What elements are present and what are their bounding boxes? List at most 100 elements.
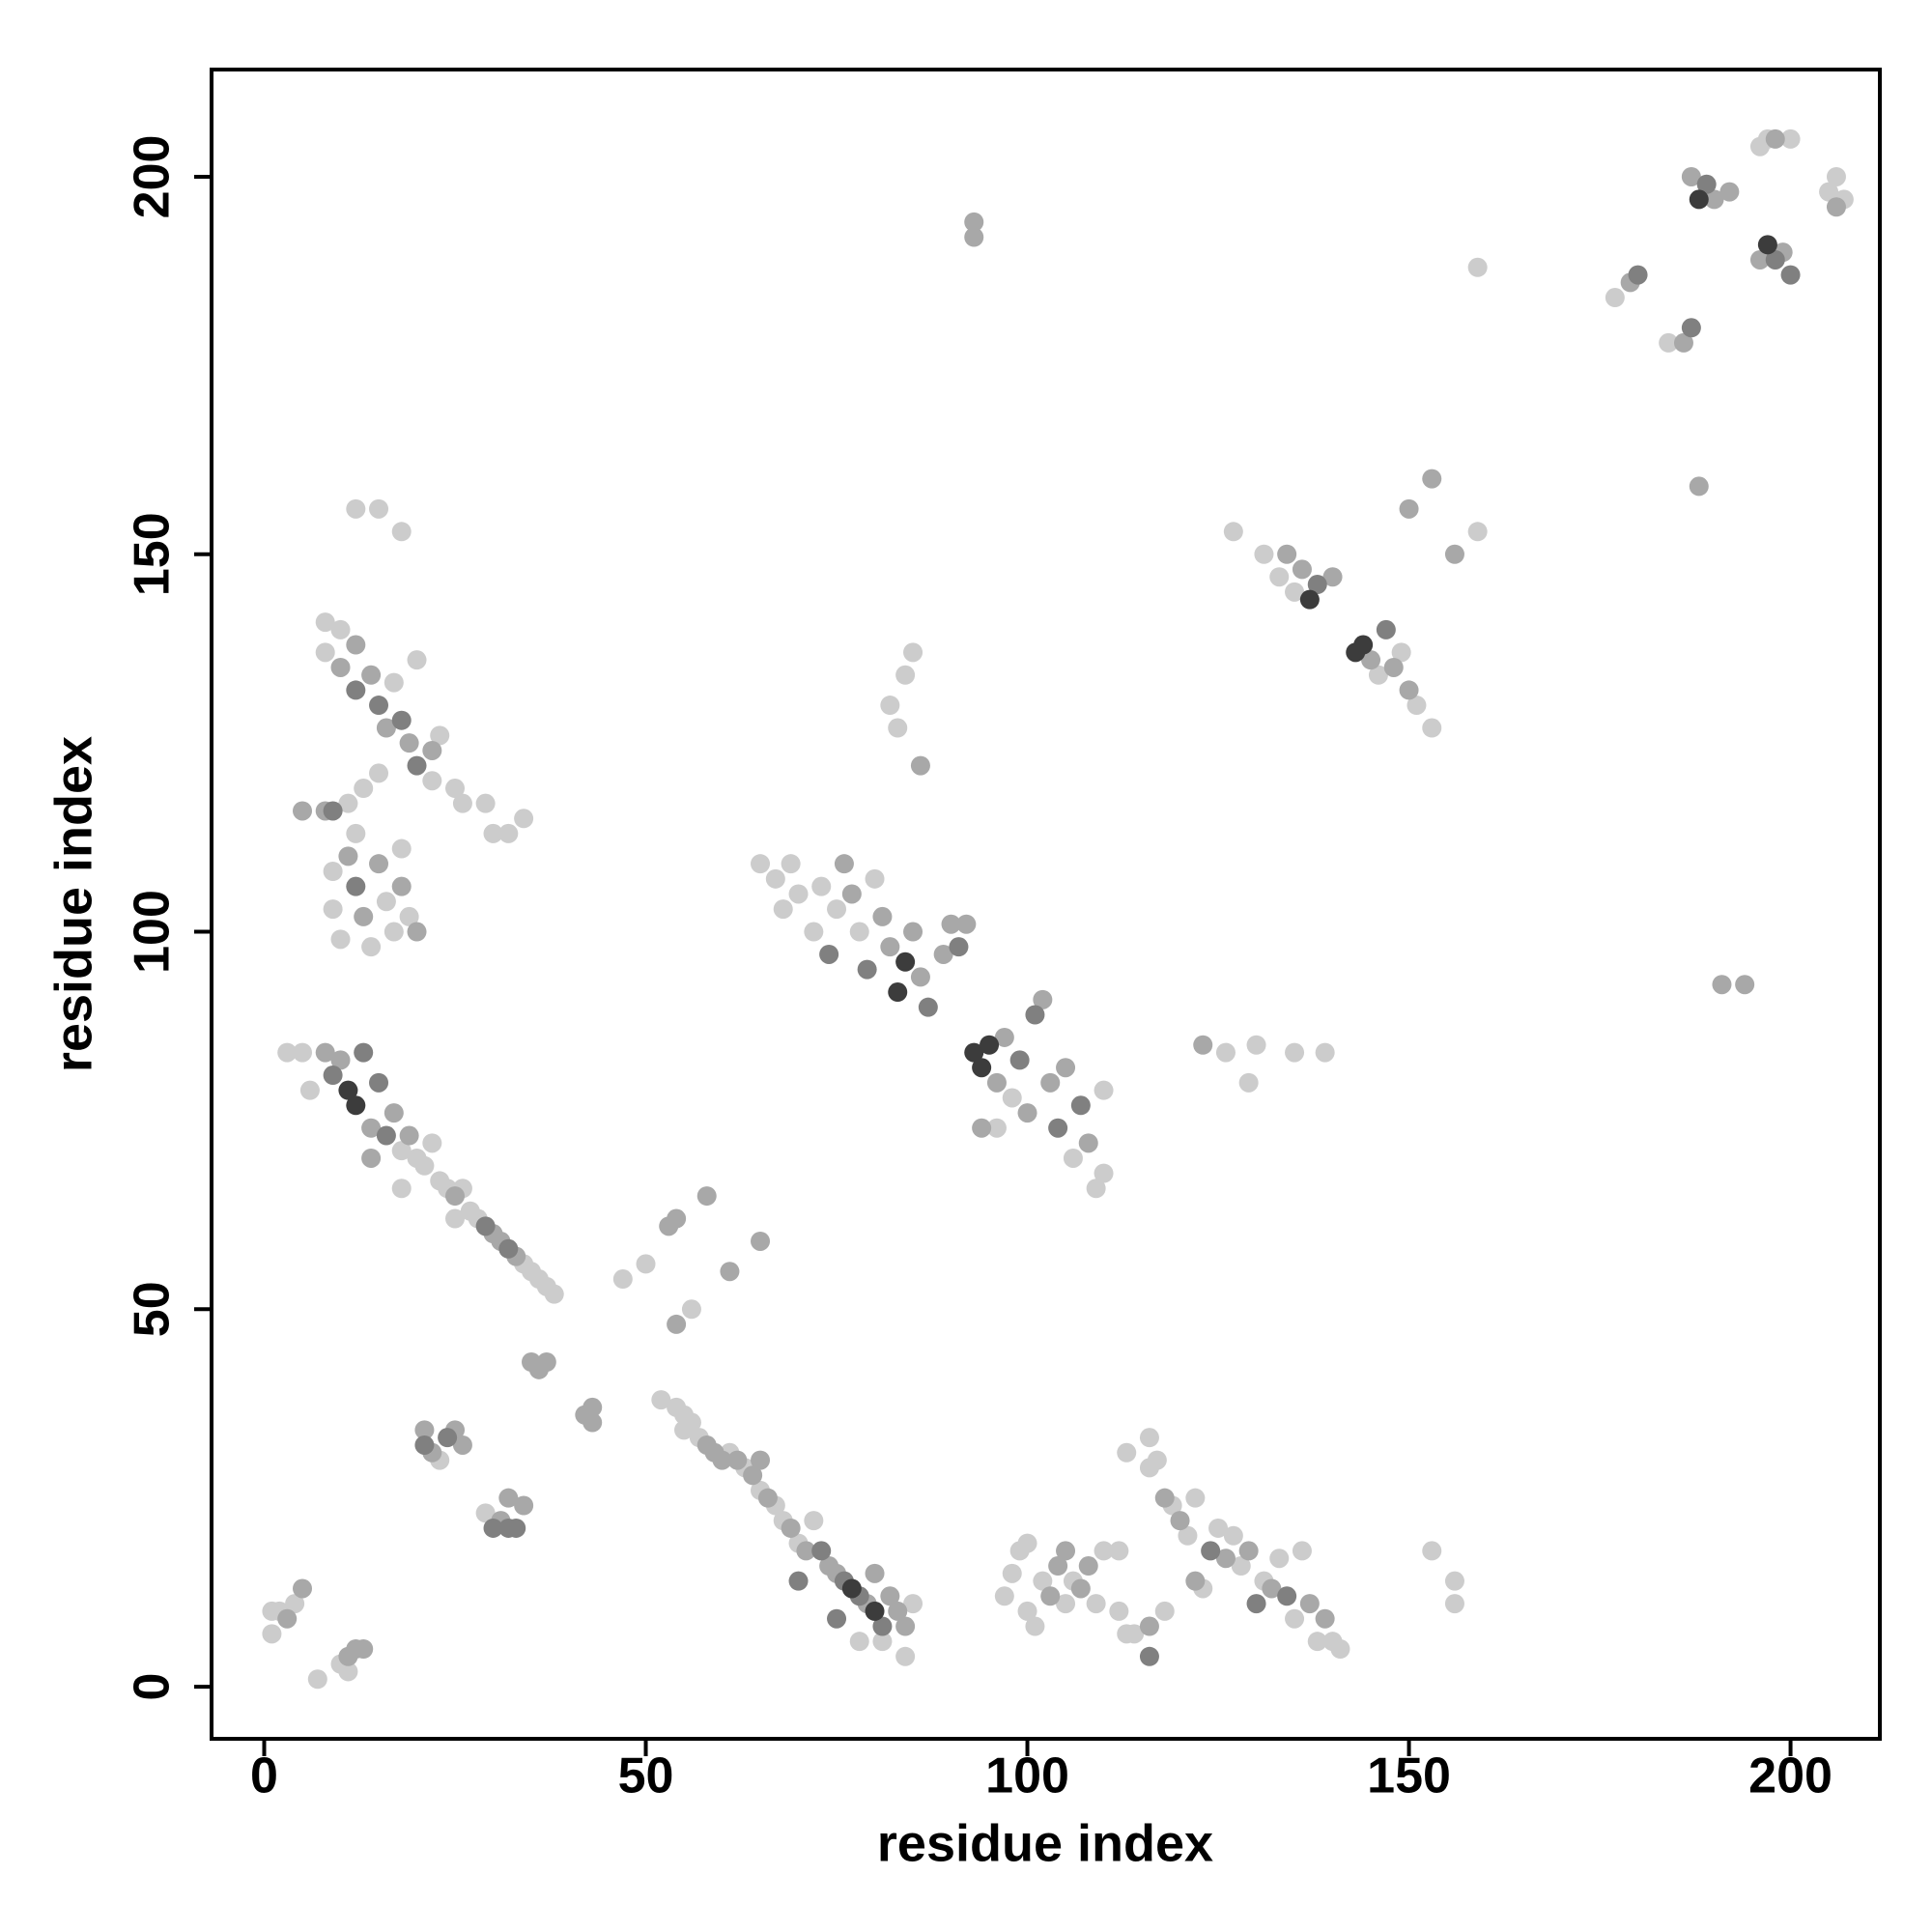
point: [651, 1390, 671, 1410]
point: [1673, 332, 1693, 353]
point: [986, 1072, 1007, 1093]
point: [361, 665, 382, 685]
point: [391, 522, 412, 542]
point: [872, 906, 893, 926]
point: [391, 1179, 412, 1199]
point: [1444, 1594, 1464, 1614]
point: [872, 1616, 893, 1636]
point: [1467, 522, 1488, 542]
point: [346, 876, 366, 896]
point: [1277, 1586, 1297, 1606]
point: [903, 642, 923, 663]
point: [986, 1118, 1007, 1138]
point: [1422, 469, 1442, 489]
point: [1322, 567, 1343, 587]
point: [445, 779, 466, 799]
point: [811, 876, 832, 896]
point: [895, 952, 916, 972]
point: [1124, 1624, 1145, 1644]
point: [1086, 1594, 1106, 1614]
point: [1704, 189, 1724, 210]
point: [1094, 1541, 1114, 1561]
point: [452, 1435, 472, 1455]
point: [514, 809, 534, 829]
point: [407, 755, 427, 776]
x-tick-label: 150: [1367, 1748, 1451, 1804]
point: [1238, 1541, 1259, 1561]
point: [1231, 1556, 1251, 1577]
point: [323, 862, 343, 882]
point: [841, 1578, 862, 1599]
point: [399, 1125, 419, 1146]
point: [811, 1541, 832, 1561]
point: [1139, 1646, 1159, 1666]
point: [1330, 1638, 1350, 1659]
point: [1139, 1616, 1159, 1636]
point: [354, 1042, 374, 1063]
point: [1712, 975, 1732, 995]
point: [506, 1518, 526, 1538]
point: [933, 944, 953, 964]
point: [1307, 575, 1327, 595]
point: [1467, 257, 1488, 277]
point: [681, 1299, 701, 1320]
point: [1757, 235, 1777, 255]
point: [323, 801, 343, 821]
point: [788, 1571, 809, 1591]
point: [452, 793, 472, 813]
point: [1292, 1541, 1312, 1561]
point: [422, 740, 442, 760]
point: [1285, 582, 1305, 602]
point: [1269, 1548, 1290, 1569]
point: [765, 868, 785, 889]
point: [895, 665, 916, 685]
point: [1399, 498, 1419, 519]
point: [1109, 1541, 1129, 1561]
point: [384, 1103, 404, 1123]
point: [1285, 1042, 1305, 1063]
point: [1819, 182, 1839, 202]
point: [1086, 1179, 1106, 1199]
point: [299, 1080, 320, 1100]
point: [888, 1601, 908, 1621]
point: [1277, 544, 1297, 564]
point: [1368, 665, 1388, 685]
point: [330, 1050, 351, 1070]
point: [841, 884, 862, 904]
point: [293, 1578, 313, 1599]
point: [910, 967, 930, 987]
point: [1719, 182, 1740, 202]
point: [1017, 1533, 1037, 1553]
point: [445, 1186, 466, 1207]
point: [1017, 1601, 1037, 1621]
point: [681, 1412, 701, 1433]
point: [1094, 1080, 1114, 1100]
point: [667, 1208, 687, 1229]
point: [582, 1397, 603, 1417]
point: [1262, 1578, 1282, 1599]
point: [346, 498, 366, 519]
point: [1070, 1095, 1091, 1116]
point: [354, 779, 374, 799]
point: [1033, 1571, 1053, 1591]
point: [1315, 1042, 1335, 1063]
point: [1628, 265, 1648, 285]
point: [1826, 166, 1846, 186]
point: [369, 696, 389, 716]
point: [1315, 1608, 1335, 1629]
point: [346, 635, 366, 655]
point: [880, 696, 900, 716]
point: [964, 227, 984, 247]
point: [514, 1495, 534, 1516]
point: [384, 672, 404, 693]
point: [1735, 975, 1755, 995]
y-tick-label: 150: [125, 512, 181, 596]
point: [338, 1080, 358, 1100]
point: [910, 755, 930, 776]
point: [1383, 657, 1404, 677]
point: [1285, 1608, 1305, 1629]
point: [346, 823, 366, 843]
point: [1689, 189, 1709, 210]
point: [544, 1284, 564, 1304]
point: [980, 1035, 1000, 1055]
